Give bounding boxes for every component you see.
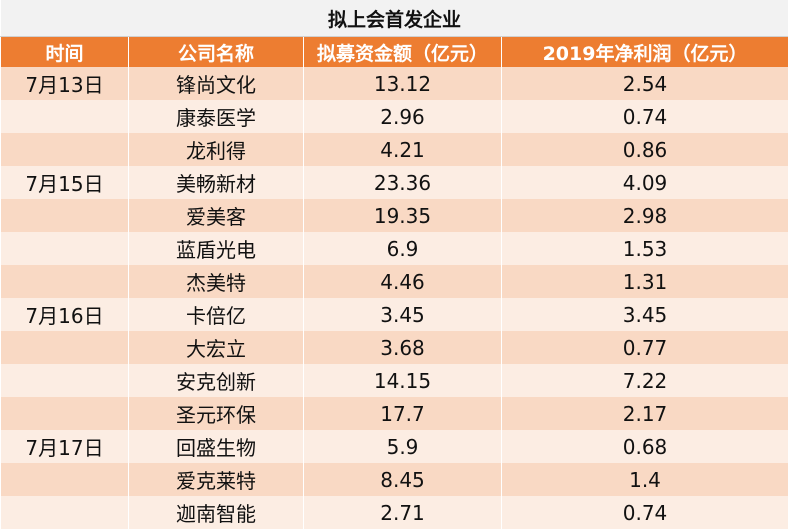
table-header-row: 时间 公司名称 拟募资金额（亿元） 2019年净利润（亿元） <box>0 36 788 67</box>
table-row: 杰美特 4.46 1.31 <box>0 265 788 298</box>
date-cell <box>0 496 129 529</box>
date-cell: 7月16日 <box>0 298 129 331</box>
profit-cell: 0.86 <box>500 133 788 166</box>
raise-cell: 4.46 <box>303 265 502 298</box>
profit-cell: 1.31 <box>500 265 788 298</box>
raise-cell: 5.9 <box>303 430 502 463</box>
table-row: 康泰医学 2.96 0.74 <box>0 100 788 133</box>
company-cell: 爱克莱特 <box>128 463 304 496</box>
profit-cell: 2.17 <box>500 397 788 430</box>
table-row: 安克创新 14.15 7.22 <box>0 364 788 397</box>
date-cell <box>0 199 129 232</box>
table-row: 7月13日 锋尚文化 13.12 2.54 <box>0 67 788 100</box>
profit-cell: 1.4 <box>500 463 788 496</box>
raise-cell: 19.35 <box>303 199 502 232</box>
date-cell <box>0 397 129 430</box>
date-cell <box>0 331 129 364</box>
company-cell: 锋尚文化 <box>128 67 304 100</box>
table-row: 7月15日 美畅新材 23.36 4.09 <box>0 166 788 199</box>
profit-cell: 0.74 <box>500 100 788 133</box>
profit-cell: 7.22 <box>500 364 788 397</box>
table-row: 龙利得 4.21 0.86 <box>0 133 788 166</box>
company-cell: 圣元环保 <box>128 397 304 430</box>
date-cell <box>0 232 129 265</box>
header-date: 时间 <box>0 36 129 67</box>
table-row: 7月16日 卡倍亿 3.45 3.45 <box>0 298 788 331</box>
date-cell: 7月13日 <box>0 67 129 100</box>
raise-cell: 2.96 <box>303 100 502 133</box>
raise-cell: 6.9 <box>303 232 502 265</box>
date-cell <box>0 265 129 298</box>
raise-cell: 17.7 <box>303 397 502 430</box>
profit-cell: 2.98 <box>500 199 788 232</box>
header-company: 公司名称 <box>128 36 304 67</box>
profit-cell: 0.74 <box>500 496 788 529</box>
table-row: 圣元环保 17.7 2.17 <box>0 397 788 430</box>
header-profit: 2019年净利润（亿元） <box>500 36 788 67</box>
company-cell: 蓝盾光电 <box>128 232 304 265</box>
date-cell <box>0 133 129 166</box>
profit-cell: 2.54 <box>500 67 788 100</box>
profit-cell: 0.77 <box>500 331 788 364</box>
company-cell: 大宏立 <box>128 331 304 364</box>
table-row: 迦南智能 2.71 0.74 <box>0 496 788 529</box>
raise-cell: 3.68 <box>303 331 502 364</box>
company-cell: 美畅新材 <box>128 166 304 199</box>
table-row: 7月17日 回盛生物 5.9 0.68 <box>0 430 788 463</box>
date-cell <box>0 364 129 397</box>
table-row: 大宏立 3.68 0.77 <box>0 331 788 364</box>
table-title: 拟上会首发企业 <box>0 0 788 37</box>
company-cell: 康泰医学 <box>128 100 304 133</box>
company-cell: 杰美特 <box>128 265 304 298</box>
date-cell <box>0 100 129 133</box>
raise-cell: 2.71 <box>303 496 502 529</box>
raise-cell: 8.45 <box>303 463 502 496</box>
raise-cell: 13.12 <box>303 67 502 100</box>
table-row: 蓝盾光电 6.9 1.53 <box>0 232 788 265</box>
table-row: 爱美客 19.35 2.98 <box>0 199 788 232</box>
company-cell: 爱美客 <box>128 199 304 232</box>
company-cell: 回盛生物 <box>128 430 304 463</box>
raise-cell: 3.45 <box>303 298 502 331</box>
date-cell <box>0 463 129 496</box>
date-cell: 7月17日 <box>0 430 129 463</box>
company-cell: 迦南智能 <box>128 496 304 529</box>
profit-cell: 0.68 <box>500 430 788 463</box>
raise-cell: 23.36 <box>303 166 502 199</box>
raise-cell: 14.15 <box>303 364 502 397</box>
table-title-row: 拟上会首发企业 <box>0 0 788 37</box>
company-cell: 安克创新 <box>128 364 304 397</box>
header-raise: 拟募资金额（亿元） <box>303 36 502 67</box>
company-cell: 龙利得 <box>128 133 304 166</box>
date-cell: 7月15日 <box>0 166 129 199</box>
profit-cell: 3.45 <box>500 298 788 331</box>
profit-cell: 4.09 <box>500 166 788 199</box>
table-row: 爱克莱特 8.45 1.4 <box>0 463 788 496</box>
company-cell: 卡倍亿 <box>128 298 304 331</box>
raise-cell: 4.21 <box>303 133 502 166</box>
profit-cell: 1.53 <box>500 232 788 265</box>
